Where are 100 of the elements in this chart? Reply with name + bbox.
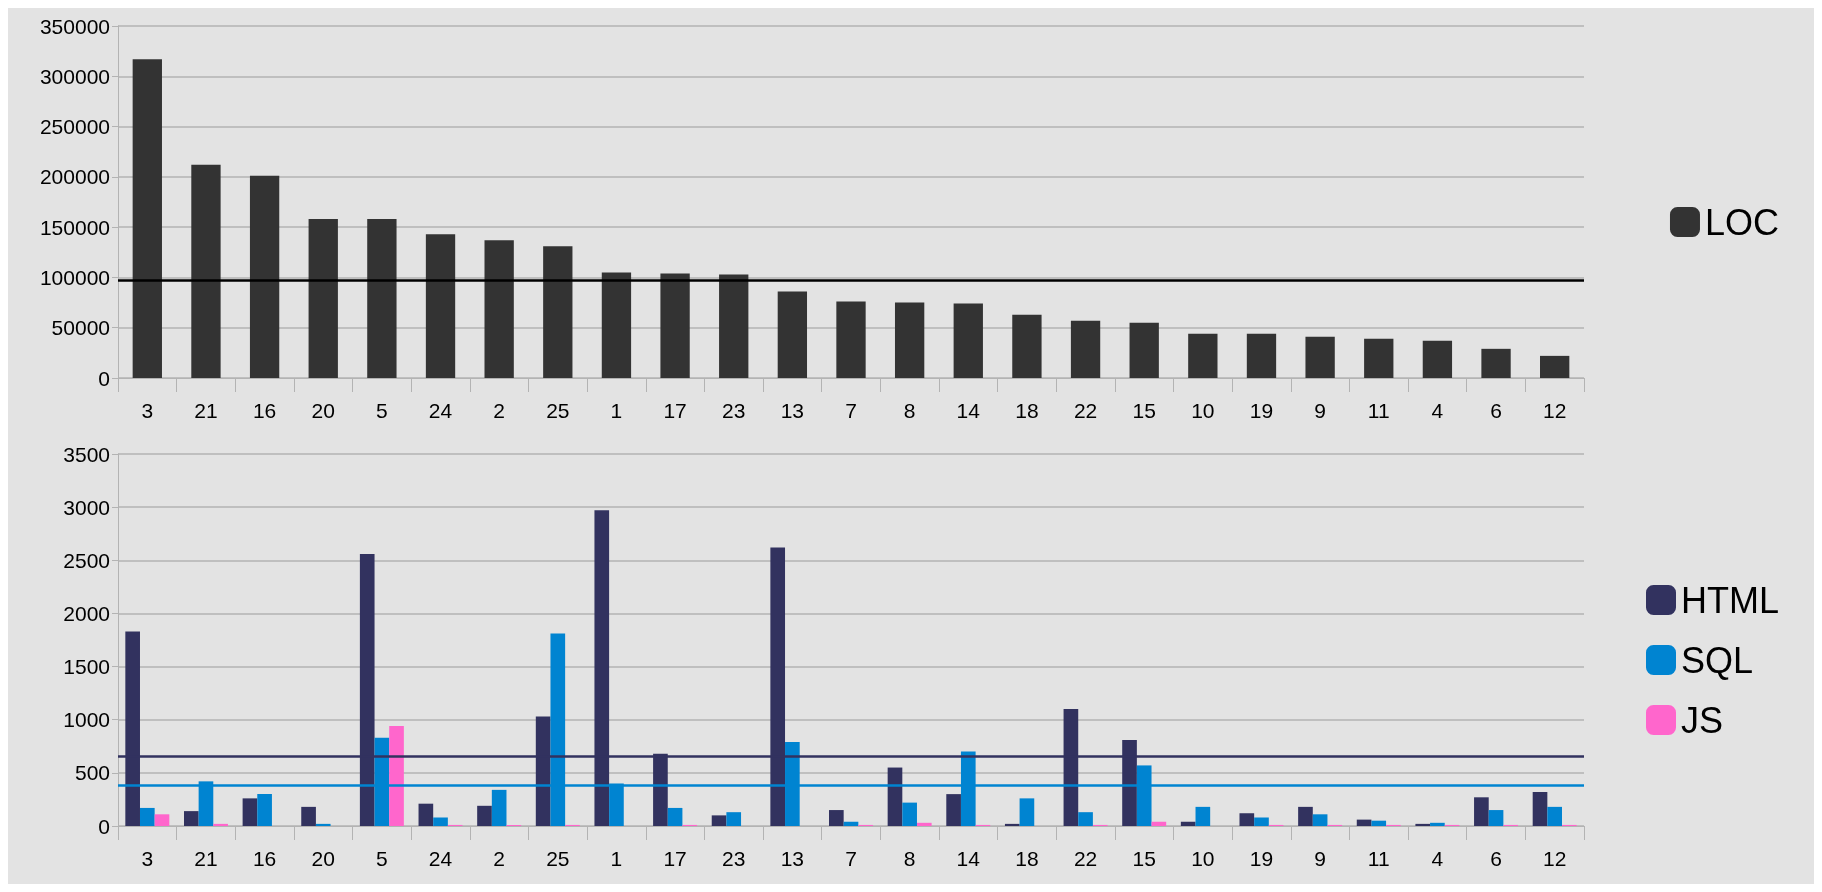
x-tick-label: 14 — [956, 399, 981, 422]
y-tick-label: 0 — [98, 814, 110, 838]
bar — [660, 273, 690, 378]
bar — [1129, 322, 1159, 378]
bar — [1298, 806, 1313, 826]
x-tick-label: 15 — [1132, 847, 1156, 870]
bar — [916, 822, 932, 826]
legend-label: SQL — [1681, 639, 1754, 681]
x-tick-label: 12 — [1543, 399, 1567, 422]
bar — [418, 803, 434, 826]
bar — [389, 726, 404, 826]
bar — [491, 789, 507, 826]
bar — [367, 219, 397, 378]
y-tick-label: 350000 — [39, 14, 110, 38]
bar — [183, 811, 199, 826]
bar — [829, 810, 844, 826]
bar — [543, 246, 573, 378]
bar — [1540, 355, 1570, 378]
bar — [1481, 348, 1511, 378]
y-tick-label: 1500 — [63, 655, 110, 679]
bar — [1430, 822, 1445, 826]
bar — [139, 807, 155, 826]
bar — [132, 59, 162, 378]
x-tick-label: 19 — [1249, 399, 1274, 422]
x-tick-label: 11 — [1367, 399, 1390, 422]
bar — [1356, 819, 1372, 826]
bar — [1415, 823, 1431, 826]
bar — [894, 302, 925, 378]
bar — [902, 802, 917, 826]
bar — [484, 240, 514, 378]
bar — [433, 817, 448, 826]
bar — [1180, 821, 1196, 826]
x-tick-label: 5 — [376, 399, 388, 422]
bar — [601, 272, 632, 378]
x-tick-label: 4 — [1431, 847, 1444, 870]
bar — [213, 823, 228, 826]
x-tick-label: 2 — [493, 399, 505, 422]
y-tick-label: 200000 — [39, 165, 110, 189]
x-tick-label: 17 — [663, 847, 687, 870]
bar — [726, 812, 742, 826]
x-tick-label: 21 — [194, 847, 218, 870]
x-tick-label: 18 — [1015, 399, 1039, 422]
bar — [1246, 333, 1277, 378]
bar — [719, 274, 749, 378]
bar — [1188, 333, 1218, 378]
x-tick-label: 7 — [845, 399, 857, 422]
x-tick-label: 6 — [1490, 399, 1502, 422]
y-tick-label: 50000 — [51, 316, 110, 340]
x-tick-label: 5 — [376, 847, 388, 870]
bar — [1488, 810, 1504, 826]
x-tick-label: 23 — [722, 847, 746, 870]
x-tick-label: 22 — [1073, 847, 1098, 870]
legend-label: LOC — [1704, 201, 1780, 243]
bar — [154, 814, 170, 826]
x-tick-label: 20 — [311, 399, 335, 422]
x-tick-label: 21 — [194, 399, 218, 422]
x-tick-label: 6 — [1490, 847, 1502, 870]
y-tick-label: 100000 — [39, 265, 110, 289]
legend-label: JS — [1681, 699, 1724, 741]
x-tick-label: 13 — [780, 847, 805, 870]
bar — [1305, 336, 1335, 378]
bar — [308, 219, 338, 378]
bar — [946, 794, 961, 826]
bar — [1422, 340, 1453, 378]
x-tick-label: 8 — [903, 399, 916, 422]
x-tick-label: 10 — [1191, 399, 1215, 422]
x-tick-label: 16 — [252, 847, 277, 870]
bar — [1195, 806, 1211, 826]
bar — [887, 767, 903, 826]
bar — [953, 303, 983, 378]
bar — [667, 807, 683, 826]
x-tick-label: 14 — [956, 847, 981, 870]
y-tick-label: 2500 — [63, 548, 110, 572]
bar — [1012, 314, 1042, 378]
y-tick-label: 250000 — [39, 115, 110, 139]
x-tick-label: 23 — [722, 399, 746, 422]
bar — [1474, 797, 1489, 826]
y-tick-label: 1000 — [63, 708, 110, 732]
x-tick-label: 2 — [493, 847, 505, 870]
x-tick-label: 24 — [428, 399, 453, 422]
x-tick-label: 8 — [903, 847, 916, 870]
y-tick-label: 3000 — [63, 495, 110, 519]
y-tick-label: 150000 — [39, 215, 110, 239]
x-tick-label: 9 — [1314, 399, 1326, 422]
bar — [777, 291, 808, 378]
x-tick-label: 1 — [610, 399, 623, 422]
x-tick-label: 3 — [141, 399, 154, 422]
x-tick-label: 11 — [1367, 847, 1390, 870]
x-tick-label: 3 — [141, 847, 154, 870]
bar — [249, 175, 280, 378]
x-tick-label: 4 — [1431, 399, 1444, 422]
bar — [836, 301, 866, 378]
bar — [1078, 812, 1093, 826]
x-tick-label: 13 — [780, 399, 805, 422]
x-tick-label: 15 — [1132, 399, 1156, 422]
y-tick-label: 0 — [98, 366, 110, 390]
bar — [1547, 806, 1563, 826]
y-tick-label: 300000 — [39, 64, 110, 88]
x-tick-label: 12 — [1543, 847, 1567, 870]
x-tick-label: 17 — [663, 399, 687, 422]
